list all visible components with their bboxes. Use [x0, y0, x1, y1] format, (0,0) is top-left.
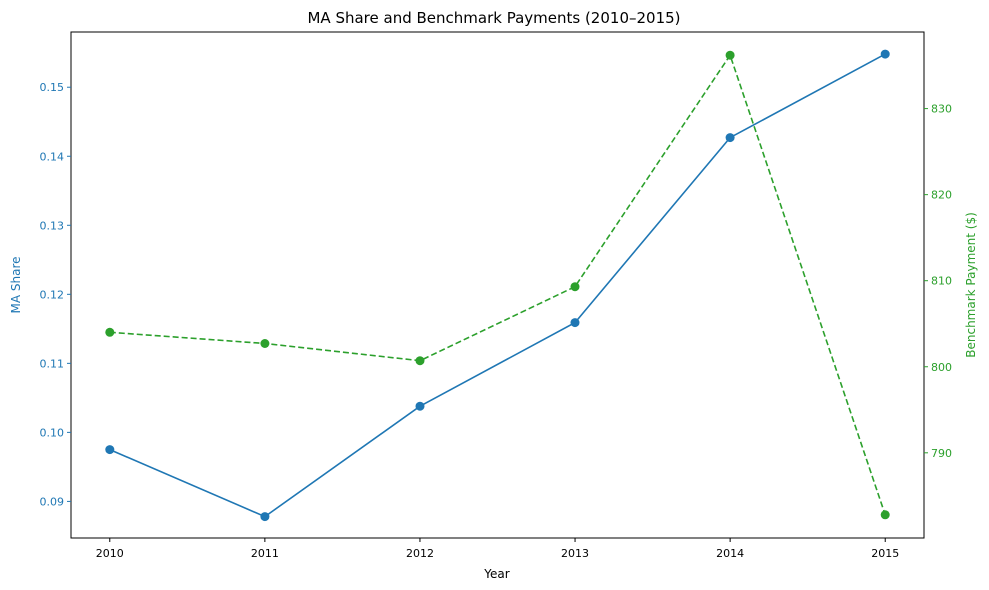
data-point-right-2011 [260, 339, 270, 348]
right-tick-label: 800 [931, 361, 952, 374]
left-tick-label: 0.11 [40, 357, 65, 370]
plot-frame [70, 31, 925, 539]
left-tick-label: 0.13 [40, 219, 65, 232]
left-tick-label: 0.09 [40, 495, 65, 508]
x-tick-label: 2015 [871, 547, 899, 560]
left-tick-label: 0.14 [40, 150, 65, 163]
chart-title: MA Share and Benchmark Payments (2010–20… [307, 9, 680, 27]
left-tick-label: 0.15 [40, 81, 65, 94]
x-tick-label: 2014 [716, 547, 744, 560]
data-point-left-2013 [570, 318, 580, 328]
data-point-left-2010 [105, 445, 115, 455]
data-point-right-2012 [415, 356, 425, 366]
data-point-right-2014 [725, 50, 735, 60]
x-tick-label: 2010 [96, 547, 124, 560]
data-point-left-2011 [260, 512, 270, 522]
data-point-right-2010 [105, 327, 115, 337]
right-axis-label: Benchmark Payment ($) [964, 212, 978, 358]
data-point-left-2012 [415, 401, 425, 411]
data-point-right-2015 [880, 510, 890, 520]
right-tick-label: 820 [931, 189, 952, 202]
right-tick-label: 830 [931, 103, 952, 116]
x-axis-label: Year [483, 567, 509, 581]
data-point-left-2015 [880, 49, 890, 59]
plot-area: 2010 2011 2012 2013 2014 2015 0.09 0.10 0.11 0.12… [40, 31, 952, 560]
x-tick-label: 2011 [251, 547, 279, 560]
data-point-right-2013 [570, 282, 580, 292]
series-line-left-axis [109, 53, 886, 518]
left-axis-label: MA Share [9, 256, 23, 313]
x-tick-label: 2013 [561, 547, 589, 560]
data-point-left-2014 [725, 133, 735, 143]
left-tick-label: 0.12 [40, 288, 65, 301]
left-tick-label: 0.10 [40, 426, 65, 439]
x-tick-label: 2012 [406, 547, 434, 560]
series-line-right-axis [109, 53, 886, 516]
right-tick-label: 810 [931, 275, 952, 288]
right-tick-label: 790 [931, 447, 952, 460]
